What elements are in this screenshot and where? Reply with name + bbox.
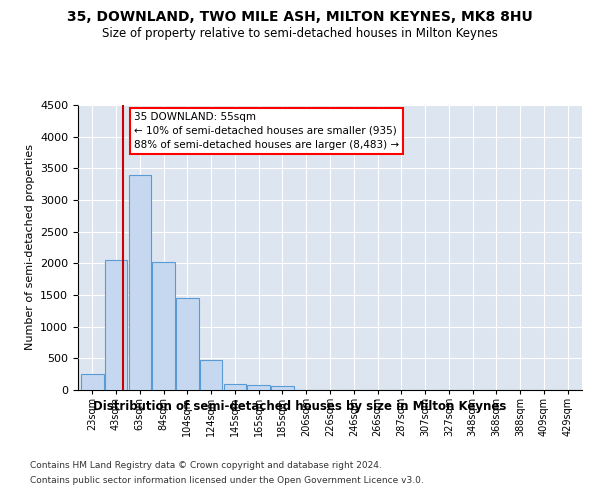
Text: Distribution of semi-detached houses by size in Milton Keynes: Distribution of semi-detached houses by … [94, 400, 506, 413]
Bar [152, 262, 175, 390]
Y-axis label: Number of semi-detached properties: Number of semi-detached properties [25, 144, 35, 350]
Bar [271, 386, 294, 390]
Bar [176, 298, 199, 390]
Bar [224, 384, 246, 390]
Text: Size of property relative to semi-detached houses in Milton Keynes: Size of property relative to semi-detach… [102, 28, 498, 40]
Bar [128, 174, 151, 390]
Bar [105, 260, 127, 390]
Bar [81, 374, 104, 390]
Bar [247, 385, 270, 390]
Text: 35 DOWNLAND: 55sqm
← 10% of semi-detached houses are smaller (935)
88% of semi-d: 35 DOWNLAND: 55sqm ← 10% of semi-detache… [134, 112, 399, 150]
Text: Contains public sector information licensed under the Open Government Licence v3: Contains public sector information licen… [30, 476, 424, 485]
Text: 35, DOWNLAND, TWO MILE ASH, MILTON KEYNES, MK8 8HU: 35, DOWNLAND, TWO MILE ASH, MILTON KEYNE… [67, 10, 533, 24]
Bar [200, 360, 223, 390]
Text: Contains HM Land Registry data © Crown copyright and database right 2024.: Contains HM Land Registry data © Crown c… [30, 461, 382, 470]
